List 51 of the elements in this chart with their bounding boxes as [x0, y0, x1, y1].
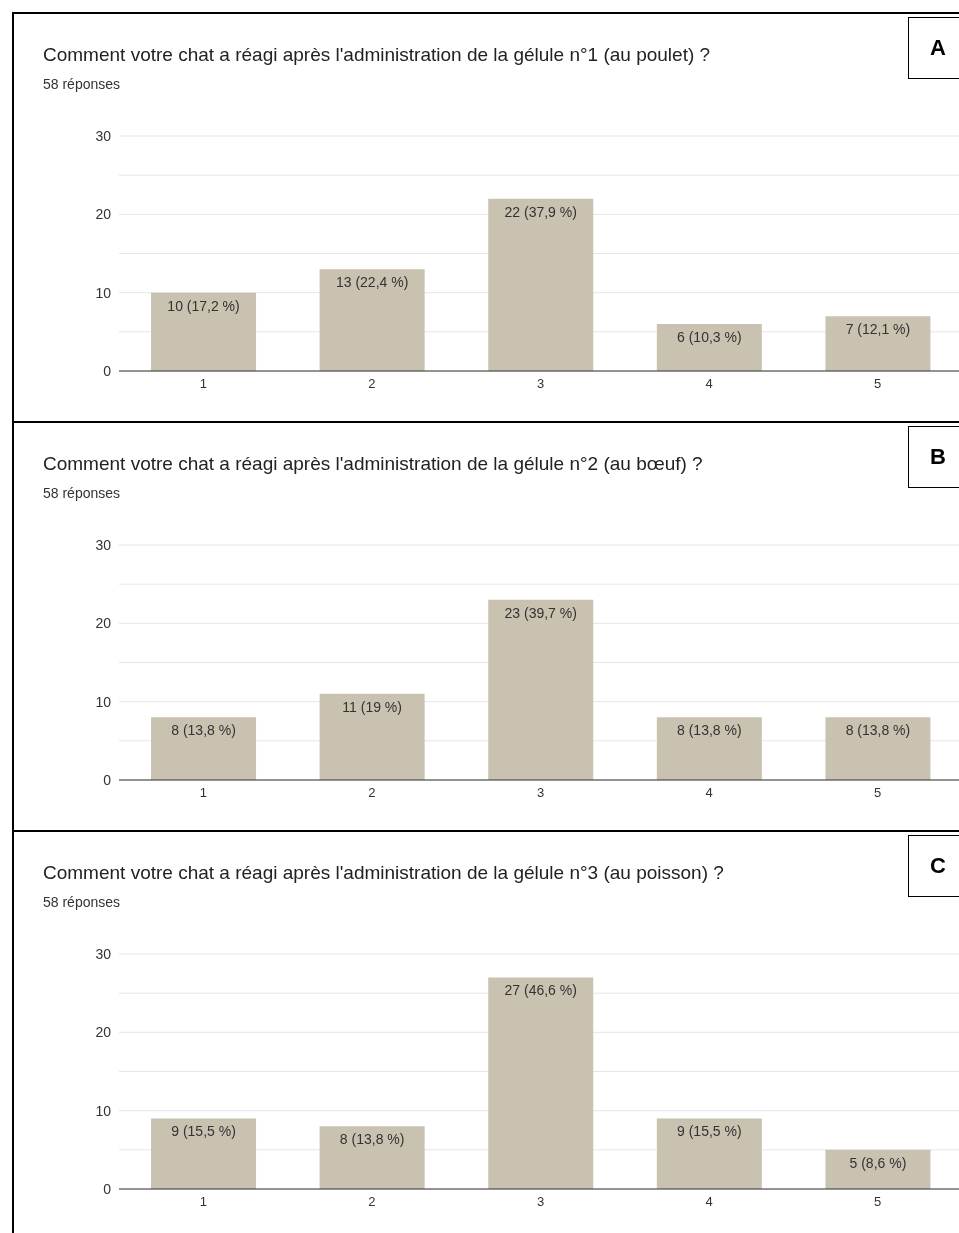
x-tick-label: 5: [874, 1194, 882, 1210]
y-tick-label: 10: [95, 1102, 112, 1119]
chart-subtitle: 58 réponses: [43, 485, 121, 501]
x-tick-label: 4: [705, 1194, 713, 1210]
x-tick-label: 1: [199, 1194, 207, 1210]
data-label: 7 (12,1 %): [845, 321, 911, 338]
data-label: 13 (22,4 %): [335, 274, 409, 291]
y-tick-label: 10: [95, 284, 112, 301]
text: A: [908, 17, 959, 79]
x-tick-label: 5: [874, 785, 882, 801]
chart-title: Comment votre chat a réagi après l'administration de la gélule n°3 (au poisson) ?: [43, 862, 724, 884]
data-label: 8 (13,8 %): [845, 722, 911, 739]
y-tick-label: 20: [95, 1024, 112, 1041]
data-label: 22 (37,9 %): [504, 203, 577, 220]
x-tick-label: 1: [199, 376, 207, 392]
y-tick-label: 30: [95, 536, 112, 553]
data-label: 10 (17,2 %): [167, 297, 240, 314]
x-tick-label: 1: [199, 785, 207, 801]
data-label: 9 (15,5 %): [171, 1123, 236, 1140]
x-tick-label: 3: [536, 785, 545, 801]
y-tick-label: 30: [95, 945, 112, 962]
x-tick-label: 2: [368, 376, 376, 392]
chart-subtitle: 58 réponses: [43, 894, 121, 910]
x-tick-label: 3: [536, 376, 545, 392]
text: B: [908, 426, 959, 488]
x-tick-label: 3: [536, 1194, 545, 1210]
data-label: 11 (19 %): [342, 698, 402, 715]
data-label: 5 (8,6 %): [849, 1154, 907, 1171]
y-tick-label: 10: [95, 693, 112, 710]
text: C: [908, 835, 959, 897]
data-label: 8 (13,8 %): [339, 1131, 405, 1148]
y-tick-label: 0: [103, 362, 112, 379]
data-label: 8 (13,8 %): [677, 722, 742, 739]
data-label: 27 (46,6 %): [504, 982, 577, 999]
x-tick-label: 2: [368, 1194, 376, 1210]
x-tick-label: 5: [874, 376, 882, 392]
y-tick-label: 0: [103, 1180, 112, 1197]
y-tick-label: 20: [95, 206, 112, 223]
x-tick-label: 4: [705, 785, 713, 801]
y-tick-label: 0: [103, 771, 112, 788]
data-label: 23 (39,7 %): [504, 604, 577, 621]
x-tick-label: 2: [368, 785, 376, 801]
chart-subtitle: 58 réponses: [43, 76, 121, 92]
data-label: 6 (10,3 %): [677, 328, 742, 345]
y-tick-label: 20: [95, 615, 112, 632]
data-label: 8 (13,8 %): [171, 722, 236, 739]
y-tick-label: 30: [95, 127, 112, 144]
x-tick-label: 4: [705, 376, 713, 392]
chart-title: Comment votre chat a réagi après l'administration de la gélule n°1 (au poulet) ?: [43, 44, 711, 66]
chart-title: Comment votre chat a réagi après l'administration de la gélule n°2 (au bœuf) ?: [43, 453, 703, 475]
data-label: 9 (15,5 %): [677, 1123, 742, 1140]
